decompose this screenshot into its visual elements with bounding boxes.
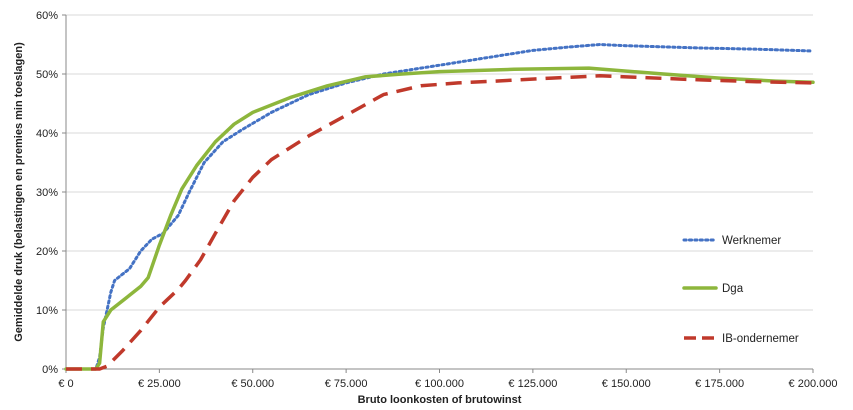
series-line-ib-ondernemer xyxy=(66,74,814,371)
x-tick-label-8: € 200.000 xyxy=(789,378,838,390)
y-tick-label-5: 50% xyxy=(36,69,58,81)
x-tick-label-3: € 75.000 xyxy=(325,378,368,390)
x-tick-labels: € 0 € 25.000 € 50.000 € 75.000 € 100.000 € 12… xyxy=(58,369,837,390)
y-tick-label-2: 20% xyxy=(36,246,58,258)
x-tick-label-1: € 25.000 xyxy=(138,378,181,390)
y-tick-label-1: 10% xyxy=(36,305,58,317)
x-tick-label-7: € 175.000 xyxy=(695,378,744,390)
series-line-werknemer xyxy=(64,43,815,371)
gridlines xyxy=(66,14,813,311)
x-tick-label-5: € 125.000 xyxy=(508,378,557,390)
y-tick-label-6: 60% xyxy=(36,10,58,22)
y-axis-title: Gemiddelde druk (belastingen en premies … xyxy=(13,42,25,342)
series-lines xyxy=(64,43,815,371)
x-tick-label-4: € 100.000 xyxy=(415,378,464,390)
x-tick-label-6: € 150.000 xyxy=(602,378,651,390)
y-tick-label-0: 0% xyxy=(42,364,58,376)
legend: Werknemer Dga IB-ondernemer xyxy=(682,235,799,345)
y-tick-label-4: 40% xyxy=(36,128,58,140)
legend-label-dga: Dga xyxy=(722,283,744,295)
legend-label-werknemer: Werknemer xyxy=(722,235,781,247)
legend-label-ib-ondernemer: IB-ondernemer xyxy=(722,333,799,345)
y-tick-labels: 0% 10% 20% 30% 40% 50% 60% xyxy=(36,10,66,376)
x-axis-title: Bruto loonkosten of brutowinst xyxy=(358,394,522,406)
x-tick-label-0: € 0 xyxy=(58,378,73,390)
y-tick-label-3: 30% xyxy=(36,187,58,199)
x-tick-label-2: € 50.000 xyxy=(231,378,274,390)
series-line-dga xyxy=(64,66,815,371)
